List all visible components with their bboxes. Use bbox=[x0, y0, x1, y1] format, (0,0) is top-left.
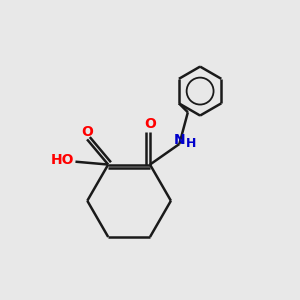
Text: N: N bbox=[174, 133, 186, 146]
Text: HO: HO bbox=[50, 153, 74, 167]
Text: H: H bbox=[186, 137, 196, 150]
Text: O: O bbox=[81, 125, 93, 139]
Text: O: O bbox=[144, 117, 156, 131]
